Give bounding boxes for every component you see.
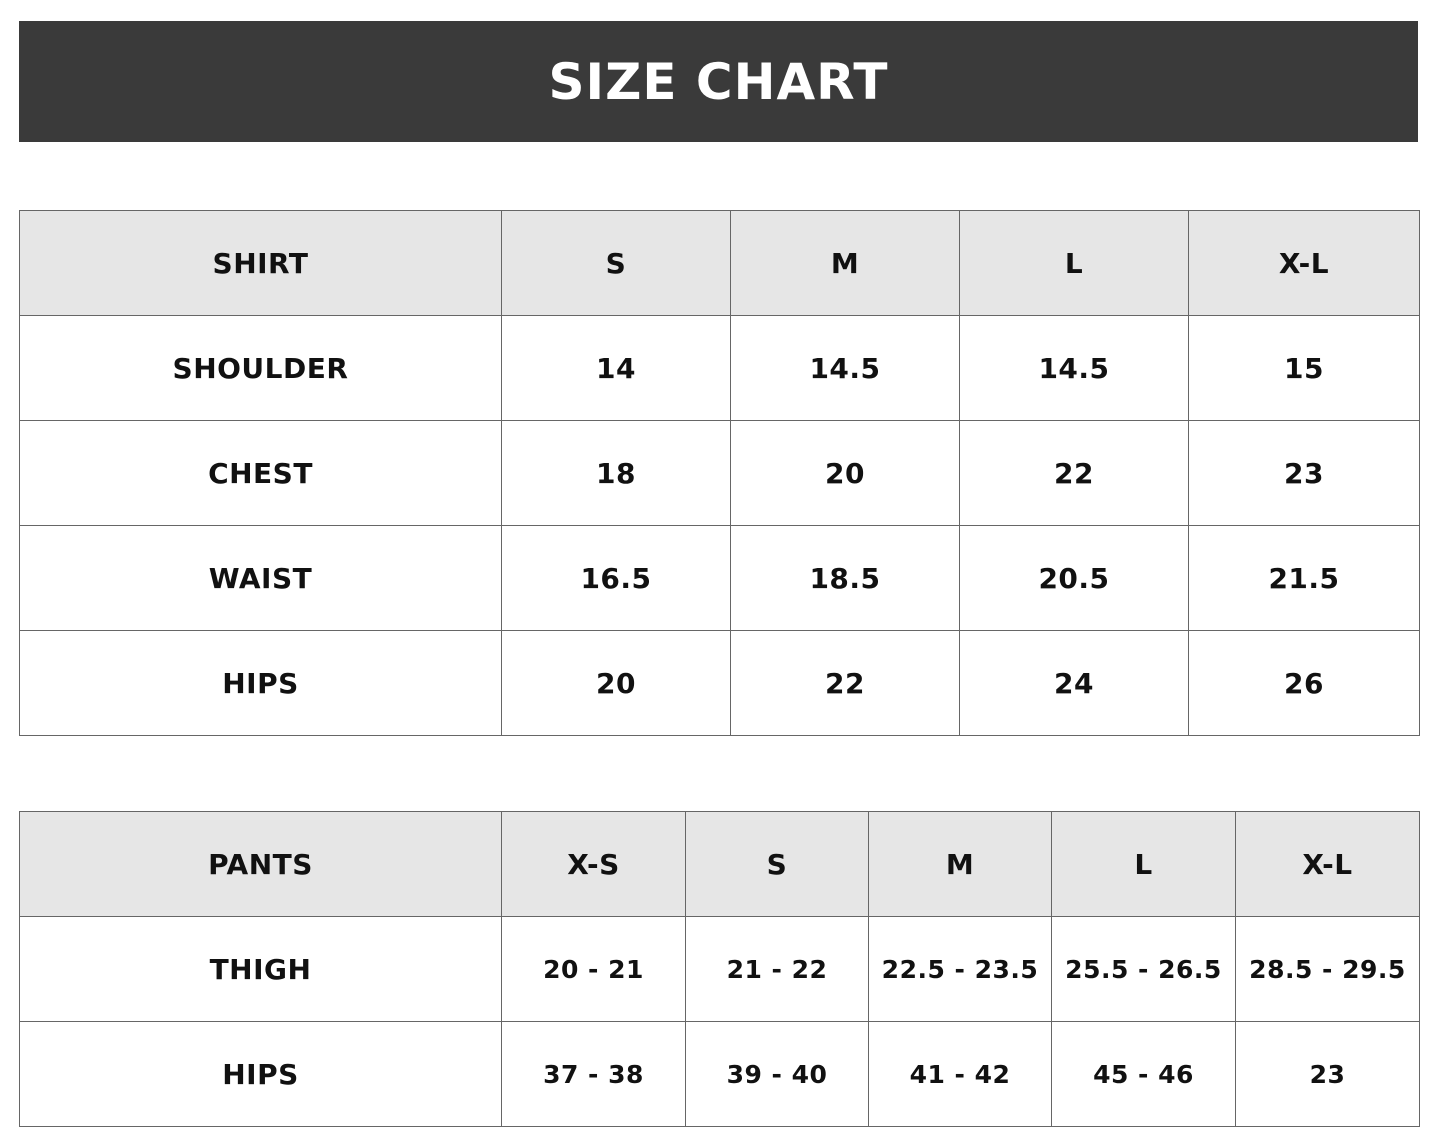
size-header: X-L [1188,210,1420,316]
measurement-label: SHOULDER [19,315,502,421]
table-row: SHOULDER 14 14.5 14.5 15 [19,315,1420,421]
measurement-value: 22.5 - 23.5 [868,916,1052,1022]
category-header: PANTS [19,811,502,917]
measurement-label: WAIST [19,525,502,631]
table-row: HIPS 37 - 38 39 - 40 41 - 42 45 - 46 23 [19,1021,1420,1127]
measurement-label: HIPS [19,630,502,736]
measurement-value: 21.5 [1188,525,1420,631]
measurement-value: 25.5 - 26.5 [1051,916,1236,1022]
measurement-value: 14.5 [730,315,960,421]
measurement-label: THIGH [19,916,502,1022]
measurement-value: 39 - 40 [685,1021,869,1127]
measurement-value: 37 - 38 [501,1021,686,1127]
measurement-value: 28.5 - 29.5 [1235,916,1420,1022]
measurement-value: 15 [1188,315,1420,421]
measurement-value: 45 - 46 [1051,1021,1236,1127]
page-title: SIZE CHART [548,52,889,111]
size-header: L [959,210,1189,316]
measurement-value: 20 - 21 [501,916,686,1022]
size-header: X-L [1235,811,1420,917]
size-header: M [730,210,960,316]
size-header: M [868,811,1052,917]
table-header-row: SHIRT S M L X-L [19,210,1420,316]
measurement-value: 23 [1235,1021,1420,1127]
measurement-value: 22 [730,630,960,736]
table-row: WAIST 16.5 18.5 20.5 21.5 [19,525,1420,631]
measurement-value: 24 [959,630,1189,736]
shirt-size-table: SHIRT S M L X-L SHOULDER 14 14.5 14.5 15 CHEST 18 2… [19,210,1420,736]
measurement-value: 26 [1188,630,1420,736]
title-banner: SIZE CHART [19,21,1418,142]
table-row: CHEST 18 20 22 23 [19,420,1420,526]
measurement-value: 18 [501,420,731,526]
measurement-value: 14.5 [959,315,1189,421]
measurement-value: 22 [959,420,1189,526]
pants-size-table: PANTS X-S S M L X-L THIGH 20 - 21 21 - 22 22.5 -… [19,811,1420,1127]
measurement-value: 20.5 [959,525,1189,631]
measurement-value: 20 [730,420,960,526]
table-header-row: PANTS X-S S M L X-L [19,811,1420,917]
measurement-value: 21 - 22 [685,916,869,1022]
size-header: S [501,210,731,316]
size-header: X-S [501,811,686,917]
measurement-value: 20 [501,630,731,736]
table-row: HIPS 20 22 24 26 [19,630,1420,736]
measurement-value: 18.5 [730,525,960,631]
table-row: THIGH 20 - 21 21 - 22 22.5 - 23.5 25.5 - 26.… [19,916,1420,1022]
measurement-label: HIPS [19,1021,502,1127]
size-header: S [685,811,869,917]
measurement-label: CHEST [19,420,502,526]
measurement-value: 41 - 42 [868,1021,1052,1127]
measurement-value: 14 [501,315,731,421]
measurement-value: 23 [1188,420,1420,526]
size-header: L [1051,811,1236,917]
category-header: SHIRT [19,210,502,316]
measurement-value: 16.5 [501,525,731,631]
